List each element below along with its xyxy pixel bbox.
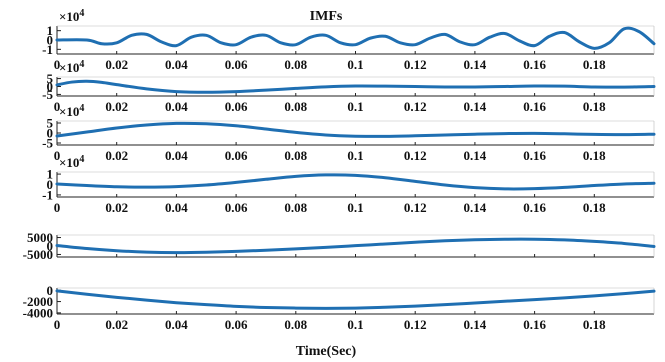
y-tick-label: 1 xyxy=(47,167,54,182)
x-tick-label: 0 xyxy=(54,99,61,114)
y-tick-label: 1 xyxy=(47,23,54,38)
imf-series-line xyxy=(55,26,656,50)
x-tick-label: 0.02 xyxy=(105,148,128,163)
imf-panel-4: 10-10 0.02 0.04 0.06 0.08 0.1 0.12 0.14 0.16 0.18… xyxy=(42,154,656,215)
x-tick-label: 0.02 xyxy=(105,317,128,332)
y-tick-label: 0 xyxy=(47,33,54,48)
x-tick-label: 0.16 xyxy=(523,317,546,332)
x-tick-label: 0.12 xyxy=(404,148,427,163)
y-tick-label: 0 xyxy=(47,283,54,298)
y-tick-label: 0 xyxy=(47,239,54,254)
x-tick-label: 0.12 xyxy=(404,57,427,72)
x-tick-label: 0.04 xyxy=(165,148,188,163)
y-tick-label: -1 xyxy=(42,42,53,57)
exponent-label: ×104 xyxy=(59,59,84,75)
y-tick-label: 5000 xyxy=(27,230,53,245)
x-tick-label: 0.06 xyxy=(225,99,248,114)
imf-series-line xyxy=(55,289,656,310)
x-tick-label: 0.12 xyxy=(404,200,427,215)
x-tick-label: 0 xyxy=(54,317,61,332)
x-tick-label: 0.1 xyxy=(347,200,363,215)
x-tick-label: 0.14 xyxy=(464,200,487,215)
y-tick-label: -5 xyxy=(42,87,53,102)
y-tick-label: -1 xyxy=(42,187,53,202)
x-tick-label: 0 xyxy=(54,57,61,72)
x-tick-label: 0.08 xyxy=(284,99,307,114)
y-tick-label: -5000 xyxy=(23,247,53,262)
exponent-label: ×104 xyxy=(59,154,84,170)
x-tick-label: 0.18 xyxy=(583,99,606,114)
x-tick-label: 0.06 xyxy=(225,148,248,163)
x-tick-label: 0.16 xyxy=(523,57,546,72)
x-tick-label: 0.14 xyxy=(464,57,487,72)
y-tick-label: -5 xyxy=(42,136,53,151)
x-tick-label: 0.04 xyxy=(165,99,188,114)
exponent-power: 4 xyxy=(79,8,84,19)
x-tick-label: 0.18 xyxy=(583,57,606,72)
x-tick-label: 0.18 xyxy=(583,317,606,332)
x-tick-label: 0.06 xyxy=(225,317,248,332)
x-tick-label: 0.06 xyxy=(225,57,248,72)
x-tick-label: 0.08 xyxy=(284,200,307,215)
imf-panel-2: 50-50 0.02 0.04 0.06 0.08 0.1 0.12 0.14 0.16 0.18… xyxy=(42,59,656,114)
x-tick-label: 0.14 xyxy=(464,99,487,114)
imf-panel-3: 50-50 0.02 0.04 0.06 0.08 0.1 0.12 0.14 0.16 0.18… xyxy=(42,103,656,163)
imf-series-line xyxy=(55,237,656,255)
x-tick-label: 0 xyxy=(54,200,61,215)
exponent-power: 4 xyxy=(79,103,84,114)
x-tick-label: 0.12 xyxy=(404,99,427,114)
exponent-label: ×104 xyxy=(59,8,84,24)
x-tick-label: 0.08 xyxy=(284,57,307,72)
x-tick-label: 0.08 xyxy=(284,317,307,332)
panels-group: 10-10 0.02 0.04 0.06 0.08 0.1 0.12 0.14 0.16 0.18… xyxy=(23,8,656,332)
x-tick-label: 0.1 xyxy=(347,57,363,72)
exponent-power: 4 xyxy=(79,154,84,165)
imf-series-line xyxy=(55,121,656,138)
exponent-label: ×104 xyxy=(59,103,84,119)
y-tick-label: 5 xyxy=(47,71,54,86)
x-tick-label: 0.02 xyxy=(105,99,128,114)
y-tick-label: 0 xyxy=(47,79,54,94)
y-tick-label: 0 xyxy=(47,126,54,141)
x-tick-label: 0.02 xyxy=(105,200,128,215)
x-tick-label: 0.12 xyxy=(404,317,427,332)
chart-title: IMFs xyxy=(310,9,343,24)
x-tick-label: 0.04 xyxy=(165,57,188,72)
x-tick-label: 0.18 xyxy=(583,148,606,163)
x-tick-label: 0.1 xyxy=(347,148,363,163)
exponent-base: ×10 xyxy=(59,60,79,75)
imf-series-line xyxy=(55,79,656,94)
x-tick-label: 0.1 xyxy=(347,99,363,114)
x-tick-label: 0.08 xyxy=(284,148,307,163)
x-tick-label: 0.1 xyxy=(347,317,363,332)
x-tick-label: 0.04 xyxy=(165,317,188,332)
exponent-base: ×10 xyxy=(59,155,79,170)
x-tick-label: 0.16 xyxy=(523,99,546,114)
x-tick-label: 0.14 xyxy=(464,317,487,332)
y-tick-label: 0 xyxy=(47,177,54,192)
imf-series-line xyxy=(55,173,656,191)
y-tick-label: -2000 xyxy=(23,294,53,309)
x-tick-label: 0.16 xyxy=(523,148,546,163)
exponent-base: ×10 xyxy=(59,9,79,24)
x-tick-label: 0.16 xyxy=(523,200,546,215)
x-axis-label: Time(Sec) xyxy=(296,344,357,359)
x-tick-label: 0.04 xyxy=(165,200,188,215)
imf-panel-1: 10-10 0.02 0.04 0.06 0.08 0.1 0.12 0.14 0.16 0.18… xyxy=(42,8,656,72)
y-tick-label: -4000 xyxy=(23,305,53,320)
x-tick-label: 0.14 xyxy=(464,148,487,163)
x-tick-label: 0.18 xyxy=(583,200,606,215)
y-tick-label: 5 xyxy=(47,116,54,131)
x-tick-label: 0.06 xyxy=(225,200,248,215)
exponent-power: 4 xyxy=(79,59,84,70)
x-tick-label: 0.02 xyxy=(105,57,128,72)
x-tick-label: 0 xyxy=(54,148,61,163)
exponent-base: ×10 xyxy=(59,104,79,119)
